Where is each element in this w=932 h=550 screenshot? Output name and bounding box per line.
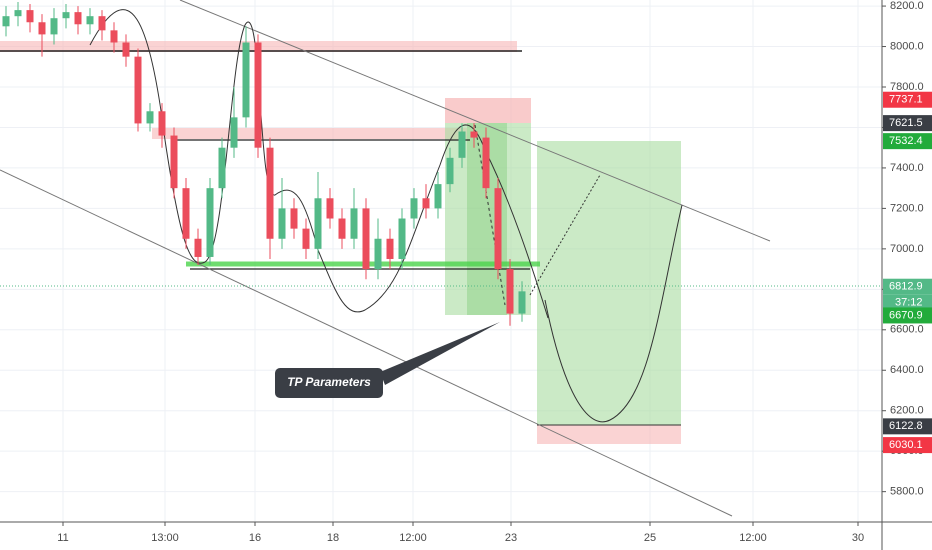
price-tag bbox=[883, 115, 932, 132]
x-tick-label: 12:00 bbox=[399, 532, 427, 544]
candle-body bbox=[470, 131, 478, 138]
candles bbox=[2, 2, 526, 326]
y-tick-label: 7000.0 bbox=[890, 243, 924, 255]
x-tick-label: 11 bbox=[57, 532, 68, 544]
y-tick-label: 8200.0 bbox=[890, 0, 924, 12]
candle-body bbox=[278, 208, 286, 239]
x-tick-label: 23 bbox=[505, 532, 517, 544]
x-axis-panel bbox=[0, 522, 932, 550]
candle-body bbox=[350, 208, 358, 239]
y-tick-label: 6600.0 bbox=[890, 324, 924, 336]
x-tick-label: 16 bbox=[249, 532, 261, 544]
axes: 5800.06000.06200.06400.06600.06800.07000… bbox=[57, 0, 932, 544]
x-tick-label: 13:00 bbox=[151, 532, 179, 544]
candle-body bbox=[374, 238, 382, 270]
candle-body bbox=[506, 269, 514, 314]
x-tick-label: 12:00 bbox=[739, 532, 767, 544]
price-tag bbox=[883, 91, 932, 108]
candle-body bbox=[62, 12, 70, 19]
y-tick-label: 6400.0 bbox=[890, 364, 924, 376]
price-tag bbox=[883, 418, 932, 435]
candle-body bbox=[266, 147, 274, 239]
candle-body bbox=[26, 10, 34, 23]
candle-body bbox=[482, 137, 490, 189]
candle-body bbox=[254, 42, 262, 148]
price-tag-label: 6122.8 bbox=[889, 420, 923, 432]
candle-body bbox=[458, 131, 466, 158]
candle-body bbox=[158, 111, 166, 136]
x-tick-label: 18 bbox=[327, 532, 339, 544]
candle-body bbox=[122, 42, 130, 57]
drawings bbox=[0, 0, 882, 517]
annotation: TP Parameters bbox=[287, 375, 371, 389]
candle-body bbox=[302, 228, 310, 249]
candle-body bbox=[494, 188, 502, 270]
candle-body bbox=[98, 16, 106, 31]
y-tick-label: 5800.0 bbox=[890, 486, 924, 498]
candle-body bbox=[290, 208, 298, 229]
y-tick-label: 7800.0 bbox=[890, 81, 924, 93]
x-tick-label: 25 bbox=[644, 532, 656, 544]
channel-line bbox=[179, 0, 771, 242]
y-axis-panel bbox=[882, 0, 932, 550]
countdown: 37:12 bbox=[895, 297, 923, 309]
candle-body bbox=[410, 198, 418, 219]
callout-pointer bbox=[380, 322, 500, 385]
candle-body bbox=[434, 184, 442, 209]
target-zone bbox=[537, 141, 681, 425]
y-tick-label: 6200.0 bbox=[890, 405, 924, 417]
candle-body bbox=[518, 291, 526, 314]
candle-body bbox=[230, 117, 238, 148]
price-tag bbox=[883, 437, 932, 454]
price-tag-label: 6670.9 bbox=[889, 309, 923, 321]
candle-body bbox=[398, 218, 406, 259]
candle-body bbox=[110, 30, 118, 43]
candle-body bbox=[86, 16, 94, 25]
stop-zone bbox=[537, 425, 681, 444]
price-tag-label: 7737.1 bbox=[889, 94, 923, 106]
price-tag-label: 7532.4 bbox=[889, 135, 923, 147]
candle-body bbox=[446, 157, 454, 185]
price-tag-label: 7621.5 bbox=[889, 117, 923, 129]
price-tag bbox=[883, 133, 932, 150]
price-tag bbox=[883, 307, 932, 324]
candle-body bbox=[74, 12, 82, 25]
curve bbox=[317, 124, 549, 319]
countdown-tag bbox=[883, 294, 932, 310]
candle-body bbox=[362, 208, 370, 270]
price-tag bbox=[883, 278, 932, 295]
candle-body bbox=[170, 135, 178, 189]
candle-body bbox=[314, 198, 322, 249]
candle-body bbox=[218, 147, 226, 189]
price-tag-label: 6812.9 bbox=[889, 281, 923, 293]
candle-body bbox=[422, 198, 430, 209]
candle-body bbox=[50, 18, 58, 35]
price-tag-label: 6030.1 bbox=[889, 439, 923, 451]
candle-body bbox=[338, 218, 346, 239]
arrow bbox=[474, 124, 506, 306]
x-tick-label: 30 bbox=[852, 532, 864, 544]
candle-body bbox=[242, 42, 250, 118]
curve bbox=[544, 204, 683, 423]
y-tick-label: 8000.0 bbox=[890, 40, 924, 52]
callout bbox=[275, 368, 383, 398]
arrow bbox=[529, 174, 601, 296]
candle-body bbox=[194, 238, 202, 257]
candle-body bbox=[182, 188, 190, 239]
stop-zone bbox=[445, 98, 531, 123]
candle-body bbox=[206, 188, 214, 257]
candle-body bbox=[386, 238, 394, 259]
candle-body bbox=[2, 16, 10, 27]
y-tick-label: 7200.0 bbox=[890, 202, 924, 214]
y-tick-label: 7400.0 bbox=[890, 162, 924, 174]
channel-line bbox=[0, 169, 733, 517]
candle-body bbox=[38, 22, 46, 35]
grid bbox=[0, 0, 882, 522]
zone bbox=[152, 128, 467, 139]
candle-body bbox=[146, 111, 154, 124]
candle-body bbox=[134, 56, 142, 124]
candle-body bbox=[14, 10, 22, 17]
candle-body bbox=[326, 198, 334, 219]
